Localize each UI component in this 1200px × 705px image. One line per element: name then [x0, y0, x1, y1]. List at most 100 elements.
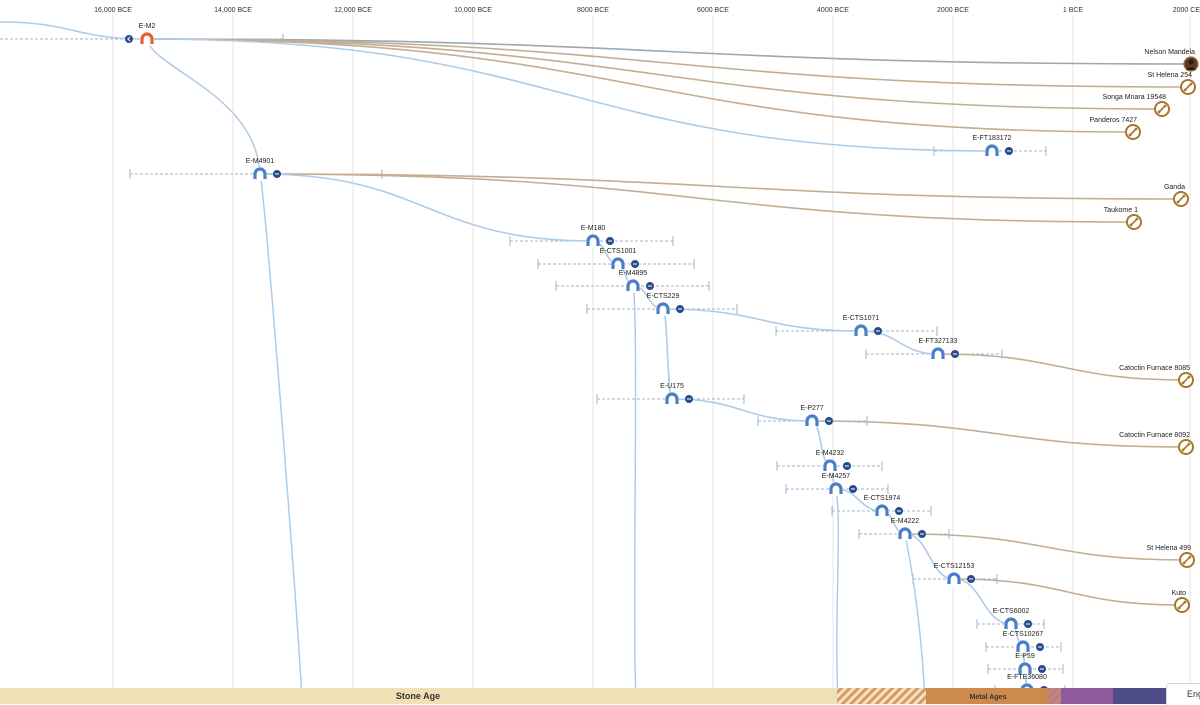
timeline-gridlines	[112, 16, 1191, 688]
node-label: E-M180	[581, 225, 606, 232]
node-label: E-FT327133	[919, 338, 958, 345]
node-label: E-CTS1974	[864, 495, 901, 502]
axis-tick-label: 6000 BCE	[697, 7, 729, 14]
stone-age-label: Stone Age	[396, 691, 440, 701]
node-label: E-M4901	[246, 158, 275, 165]
sample-leaf[interactable]: Panderos 7427	[1090, 117, 1141, 140]
age-range-bar	[976, 619, 1045, 629]
horseshoe-icon	[931, 347, 945, 359]
expand-parent-icon[interactable]	[125, 35, 133, 43]
node-label: E-M4222	[891, 518, 920, 525]
haplogroup-node[interactable]: E-FT327133	[919, 338, 959, 361]
sample-leaf[interactable]: Ganda	[1164, 184, 1189, 207]
node-label: E-CTS10267	[1003, 631, 1044, 638]
leaf-label: Taukome 1	[1104, 207, 1138, 214]
haplogroup-node[interactable]: E-FT183172	[973, 135, 1013, 158]
lineage-branch	[146, 38, 993, 152]
lineage-branch	[632, 285, 637, 701]
lineage-branch	[671, 398, 813, 422]
haplogroup-node[interactable]: E-CTS1974	[864, 495, 903, 518]
lineage-branch	[811, 420, 1187, 448]
lineage-branch	[953, 578, 1183, 606]
sample-leaf[interactable]: Songa Mnara 19548	[1103, 94, 1170, 117]
horseshoe-icon	[140, 32, 154, 44]
sample-leaf[interactable]: St Helena 499	[1147, 545, 1195, 568]
axis-tick-label: 14,000 BCE	[214, 7, 252, 14]
haplogroup-node[interactable]: E-M4257	[822, 473, 857, 496]
lineage-branch	[835, 488, 840, 701]
haplogroup-node[interactable]: E-M4901	[246, 158, 281, 181]
axis-tick-label: 4000 BCE	[817, 7, 849, 14]
sample-leaf[interactable]: Catoctin Furnace 8092	[1119, 432, 1194, 455]
stone-age-band	[0, 688, 837, 704]
sample-leaf[interactable]: Kuto	[1172, 590, 1190, 613]
lineage-branch	[259, 173, 594, 242]
node-label: E-FTE36080	[1007, 674, 1047, 681]
lineage-branch	[904, 533, 926, 701]
sample-leaf[interactable]: Nelson Mandela	[1144, 49, 1199, 72]
haplogroup-node[interactable]: E-CTS12153	[934, 563, 975, 586]
leaf-label: Nelson Mandela	[1144, 49, 1195, 56]
age-range-bar	[596, 394, 745, 404]
lineage-branch	[146, 38, 261, 175]
axis-tick-label: 2000 BCE	[937, 7, 969, 14]
node-label: E-P59	[1015, 653, 1035, 660]
haplogroup-node[interactable]: E-P277	[800, 405, 833, 428]
leaf-label: Kuto	[1172, 590, 1187, 597]
age-range-bar	[831, 506, 932, 516]
node-label: E-U175	[660, 383, 684, 390]
node-label: E-CTS12153	[934, 563, 975, 570]
haplogroup-node[interactable]: E-M2	[125, 23, 155, 46]
haplogroup-node[interactable]: E-M4222	[891, 518, 926, 541]
age-band: Stone Age Metal Ages	[0, 688, 1200, 704]
lineage-branch	[146, 38, 1134, 133]
lineage-branch	[0, 21, 148, 40]
haplogroup-node[interactable]: E-CTS6002	[993, 608, 1032, 631]
horseshoe-icon	[586, 234, 600, 246]
lineage-branch	[811, 420, 831, 467]
lineage-branch	[259, 173, 1182, 200]
horseshoe-icon	[1004, 617, 1018, 629]
node-label: E-P277	[800, 405, 823, 412]
node-label: E-CTS1001	[600, 248, 637, 255]
haplogroup-node[interactable]: E-U175	[660, 383, 693, 406]
sample-leaf[interactable]: St Helena 254	[1148, 72, 1196, 95]
haplogroup-node[interactable]: E-M180	[581, 225, 614, 248]
haplogroup-node[interactable]: E-CTS229	[647, 293, 684, 316]
language-selector[interactable]: Eng	[1166, 683, 1200, 705]
metal-ages-band	[926, 688, 1047, 704]
horseshoe-icon	[805, 414, 819, 426]
haplogroup-node[interactable]: E-M4895	[619, 270, 654, 293]
haplogroup-node[interactable]: E-CTS10267	[1003, 631, 1044, 654]
leaf-label: Catoctin Furnace 8085	[1119, 365, 1190, 372]
axis-tick-label: 1 BCE	[1063, 7, 1084, 14]
horseshoe-icon	[823, 459, 837, 471]
sample-leaves: Nelson Mandela St Helena 254 Songa Mnara 1…	[1090, 49, 1199, 613]
horseshoe-icon	[875, 504, 889, 516]
haplogroup-nodes: E-M2 E-M4901 E-FT183172 E-M180 E-CTS1001 E-M4…	[125, 23, 1048, 697]
lineage-branch	[860, 330, 939, 355]
horseshoe-icon	[985, 144, 999, 156]
node-label: E-M4257	[822, 473, 851, 480]
horseshoe-icon	[626, 279, 640, 291]
metal-ages-label: Metal Ages	[970, 694, 1007, 701]
horseshoe-icon	[665, 392, 679, 404]
age-error-bars	[0, 34, 1066, 695]
lineage-branch	[259, 173, 1135, 223]
leaf-label: Panderos 7427	[1090, 117, 1138, 124]
node-label: E-M4232	[816, 450, 845, 457]
sample-leaf[interactable]: Taukome 1	[1104, 207, 1142, 230]
sample-leaf[interactable]: Catoctin Furnace 8085	[1119, 365, 1194, 388]
lineage-branch	[953, 578, 1012, 625]
haplogroup-node[interactable]: E-CTS1071	[843, 315, 882, 338]
haplogroup-node[interactable]: E-P59	[1015, 653, 1046, 676]
lineage-branch	[146, 38, 1189, 88]
node-label: E-FT183172	[973, 135, 1012, 142]
node-label: E-CTS6002	[993, 608, 1030, 615]
leaf-label: St Helena 254	[1148, 72, 1192, 79]
haplogroup-node[interactable]: E-M4232	[816, 450, 851, 473]
horseshoe-icon	[829, 482, 843, 494]
haplogroup-node[interactable]: E-CTS1001	[600, 248, 639, 271]
lineage-branch	[146, 38, 1192, 65]
